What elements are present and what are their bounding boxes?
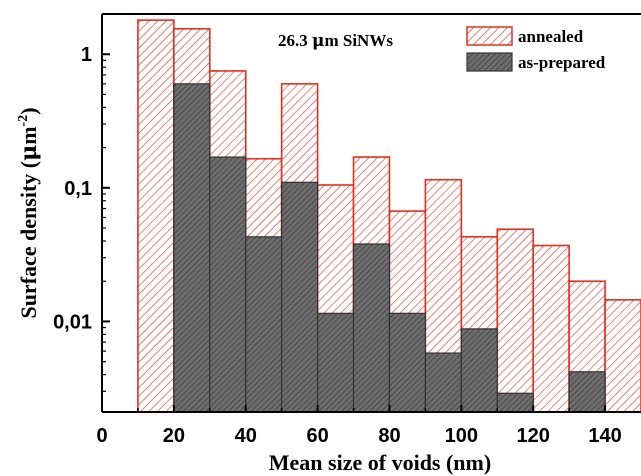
series-as-prepared	[173, 83, 606, 412]
x-axis-ticks: 0 20 40 60 80 100 120 140	[96, 405, 622, 447]
bar-annealed-140-150	[604, 299, 641, 412]
y-axis-label-exponent: -2	[16, 115, 31, 127]
bar-as-prepared-100-110	[460, 328, 498, 412]
x-tick-label-0: 0	[96, 425, 107, 447]
legend-label-as-prepared: as-prepared	[518, 53, 606, 72]
legend-label-annealed: annealed	[518, 27, 584, 46]
x-tick-label-100: 100	[445, 425, 478, 447]
x-tick-label-140: 140	[588, 425, 621, 447]
annotation-mu: μ	[312, 31, 324, 51]
y-axis-label-close: )	[16, 107, 41, 114]
y-axis-label-mu: μ	[16, 145, 42, 161]
bar-as-prepared-30-40	[209, 156, 247, 412]
legend-swatch-as-prepared	[466, 52, 513, 72]
y-tick-label-0: 0,01	[53, 311, 92, 333]
chart-annotation: 26.3 μm SiNWs	[278, 31, 393, 51]
bar-as-prepared-130-140	[568, 371, 606, 412]
annotation-part-2: m SiNWs	[324, 31, 393, 50]
bar-annealed-110-120	[496, 228, 534, 412]
bar-annealed-120-130	[532, 244, 570, 412]
x-tick-label-80: 80	[378, 425, 400, 447]
y-axis-label: Surface density (μm-2)	[16, 107, 42, 318]
y-tick-label-2: 1	[81, 44, 92, 66]
bar-as-prepared-40-50	[245, 236, 283, 412]
x-tick-label-40: 40	[235, 425, 257, 447]
legend: annealed as-prepared	[466, 26, 606, 72]
legend-swatch-annealed	[466, 26, 513, 46]
bar-as-prepared-50-60	[281, 181, 319, 412]
y-axis-ticks: 0,01 0,1 1	[53, 13, 110, 392]
x-axis-label: Mean size of voids (nm)	[269, 450, 491, 475]
x-tick-label-120: 120	[517, 425, 550, 447]
annotation-part-1: 26.3	[278, 31, 312, 50]
bar-as-prepared-110-120	[496, 392, 534, 412]
bar-as-prepared-20-30	[173, 83, 211, 412]
x-tick-label-20: 20	[163, 425, 185, 447]
y-tick-label-1: 0,1	[64, 178, 92, 200]
y-axis-label-part-1: Surface density (	[16, 161, 41, 319]
bar-annealed-10-20	[137, 19, 175, 412]
bar-as-prepared-90-100	[424, 352, 462, 412]
bar-as-prepared-80-90	[388, 312, 427, 412]
bar-as-prepared-70-80	[352, 243, 391, 412]
y-axis-label-unit: m	[16, 126, 41, 144]
x-tick-label-60: 60	[306, 425, 328, 447]
bar-as-prepared-60-70	[317, 312, 355, 412]
